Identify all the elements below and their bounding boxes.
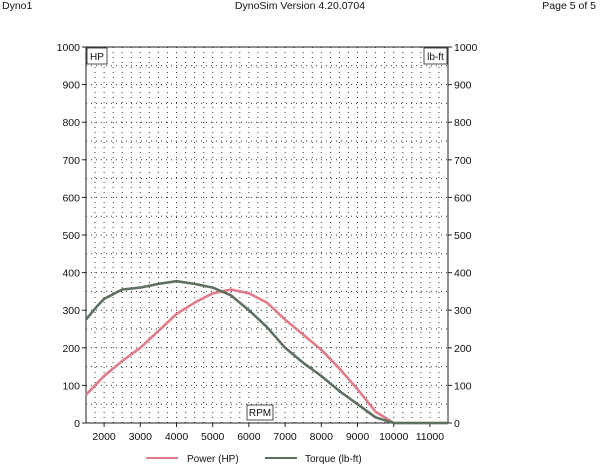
page-number: Page 5 of 5 xyxy=(542,0,596,12)
hp-unit-box xyxy=(86,47,108,65)
y-tick-label-right: 600 xyxy=(454,192,472,204)
y-tick-label: 400 xyxy=(62,268,80,280)
legend-label-torque: Torque (lb-ft) xyxy=(305,454,362,465)
x-axis: 2000 3000 4000 5000 6000 7000 8000 9000 10000 110… xyxy=(92,423,444,443)
y-tick-label-right: 1000 xyxy=(454,42,478,54)
y-tick-label-right: 0 xyxy=(454,418,460,430)
x-tick-label: 4000 xyxy=(165,431,189,443)
rpm-unit-box xyxy=(246,404,274,421)
y-tick-label: 300 xyxy=(62,305,80,317)
y-tick-label: 200 xyxy=(62,343,80,355)
y-tick-label: 900 xyxy=(62,80,80,92)
y-tick-label: 100 xyxy=(62,380,80,392)
y-right-label: lb-ft xyxy=(427,52,444,63)
lbft-unit-box xyxy=(423,47,448,65)
y-tick-label-right: 700 xyxy=(454,155,472,167)
x-tick-label: 5000 xyxy=(201,431,225,443)
x-tick-label: 7000 xyxy=(273,431,297,443)
y-tick-label-right: 400 xyxy=(454,268,472,280)
x-tick-label: 10000 xyxy=(379,431,408,443)
y-axis-right: 0 100 200 300 400 500 600 700 800 900 1000 xyxy=(448,42,478,430)
x-tick-label: 2000 xyxy=(92,431,116,443)
y-tick-label-right: 500 xyxy=(454,230,472,242)
document-title: Dyno1 xyxy=(2,0,33,12)
y-tick-label: 1000 xyxy=(57,42,81,54)
x-tick-label: 6000 xyxy=(237,431,261,443)
torque-line xyxy=(84,279,448,425)
y-axis-left: 0 100 200 300 400 500 600 700 800 900 1000 xyxy=(57,42,86,430)
y-tick-label-right: 900 xyxy=(454,80,472,92)
y-tick-label: 700 xyxy=(62,155,80,167)
x-tick-label: 11000 xyxy=(416,431,445,443)
power-line xyxy=(85,288,448,425)
series-lines xyxy=(84,279,448,425)
grid-lines xyxy=(86,47,448,423)
x-label: RPM xyxy=(249,408,271,419)
legend-label-power: Power (HP) xyxy=(187,454,239,465)
y-tick-label-right: 800 xyxy=(454,117,472,129)
y-left-label: HP xyxy=(90,52,104,63)
y-tick-label: 800 xyxy=(62,117,80,129)
x-tick-label: 3000 xyxy=(129,431,153,443)
y-tick-label: 0 xyxy=(74,418,80,430)
y-tick-label-right: 100 xyxy=(454,380,472,392)
x-tick-label: 8000 xyxy=(310,431,334,443)
y-tick-label-right: 200 xyxy=(454,343,472,355)
y-tick-label-right: 300 xyxy=(454,305,472,317)
x-tick-label: 9000 xyxy=(346,431,370,443)
y-tick-label: 500 xyxy=(62,230,80,242)
legend: Power (HP) Torque (lb-ft) xyxy=(146,454,362,465)
app-version: DynoSim Version 4.20.0704 xyxy=(234,0,366,12)
y-tick-label: 600 xyxy=(62,192,80,204)
